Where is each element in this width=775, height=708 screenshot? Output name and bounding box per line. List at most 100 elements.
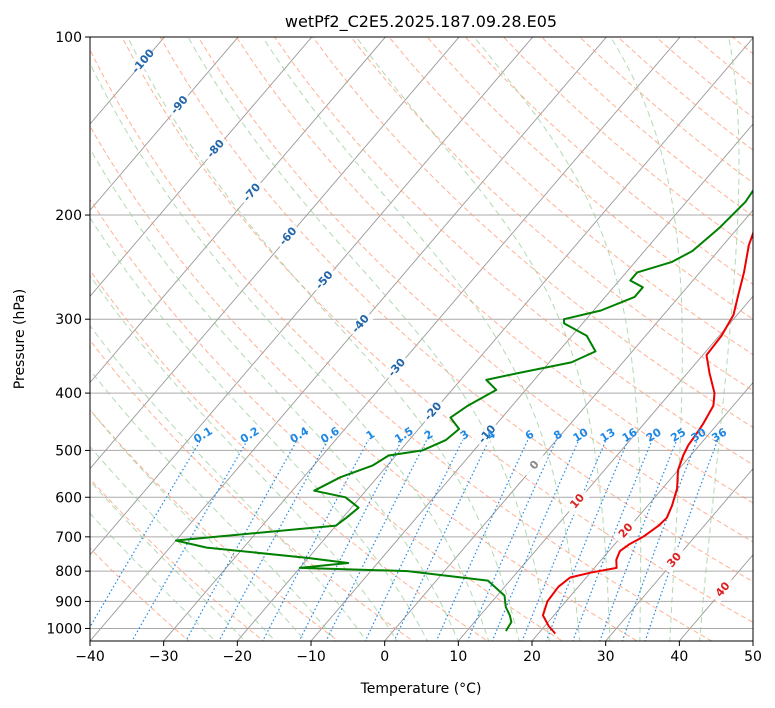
isotherm-line — [90, 37, 460, 470]
mixing-ratio-line — [325, 439, 428, 641]
moist-adiabat-line — [90, 324, 367, 641]
y-tick-label: 300 — [55, 312, 82, 328]
moist-adiabat-line — [610, 37, 683, 641]
dry-adiabat-line — [388, 37, 753, 356]
isotherm-line — [90, 37, 534, 556]
moist-adiabat-line — [355, 37, 611, 641]
moist-adiabat-line — [127, 37, 520, 641]
moist-adiabat-line — [90, 147, 459, 641]
dry-adiabat-line — [235, 37, 753, 504]
temperature-profile-line — [541, 230, 753, 635]
y-tick-label: 100 — [55, 30, 82, 46]
moist-adiabat-line — [90, 274, 398, 641]
x-tick-label: −30 — [149, 649, 179, 665]
isotherm-label-bg — [239, 179, 266, 207]
y-tick-label: 500 — [55, 443, 82, 459]
y-tick-label: 600 — [55, 490, 82, 506]
isotherm-label-bg — [347, 310, 374, 338]
isotherm-line — [90, 37, 387, 384]
x-tick-label: 0 — [380, 649, 389, 665]
mixing-ratio-line — [131, 439, 249, 641]
chart-title: wetPf2_C2E5.2025.187.09.28.E05 — [285, 12, 557, 32]
isotherm-line — [90, 37, 313, 298]
moist-adiabat-line — [473, 37, 642, 641]
isotherm-line — [236, 37, 753, 641]
x-tick-label: −10 — [296, 649, 326, 665]
isotherm-line — [531, 381, 753, 641]
isotherm-line — [90, 37, 239, 211]
isotherm-label-bg — [474, 420, 501, 449]
dry-adiabat-line — [90, 48, 713, 641]
mixing-ratio-line — [435, 439, 529, 641]
mixing-ratio-line — [621, 439, 698, 641]
isotherm-label-bg — [661, 546, 688, 575]
mixing-ratio-line — [644, 439, 719, 641]
isotherm-label-bg — [130, 47, 157, 76]
isotherm-label-bg — [202, 135, 230, 163]
isotherm-line — [605, 467, 753, 641]
dry-adiabat-line — [90, 269, 489, 641]
dry-adiabat-line — [90, 125, 638, 641]
x-tick-label: −20 — [223, 649, 253, 665]
isotherm-label-bg — [521, 451, 548, 480]
isotherm-label-bg — [166, 91, 193, 120]
moist-adiabat-line — [90, 409, 307, 641]
plot-area: -100-90-80-70-60-50-40-30-20-10010203040… — [90, 37, 753, 641]
dry-adiabat-line — [90, 547, 190, 641]
dewpoint-profile-line — [174, 188, 753, 632]
dry-adiabat-line — [90, 477, 265, 641]
y-tick-label: 1000 — [46, 621, 82, 637]
isotherm-label-bg — [564, 487, 591, 516]
dry-adiabat-line — [90, 339, 414, 641]
mixing-ratio-line — [218, 439, 329, 641]
y-tick-label: 900 — [55, 594, 82, 610]
isotherm-label-bg — [275, 222, 302, 251]
mixing-ratio-line — [185, 439, 298, 641]
isotherm-label-bg — [384, 354, 411, 382]
mixing-ratio-line — [90, 439, 202, 629]
x-axis-ticks: −40 −30 −20 −10 0 10 20 30 40 50 — [75, 641, 762, 665]
dry-adiabat-line — [273, 37, 753, 466]
mixing-ratio-line — [262, 439, 369, 641]
dry-adiabat-line — [464, 37, 753, 285]
y-tick-label: 800 — [55, 564, 82, 580]
isotherm-line — [90, 37, 166, 125]
isotherm-line — [310, 123, 753, 641]
x-tick-label: −40 — [75, 649, 105, 665]
isotherm-label-bg — [613, 517, 640, 545]
mixing-ratio-line — [466, 439, 557, 641]
y-tick-label: 400 — [55, 386, 82, 402]
dry-adiabat-line — [426, 37, 753, 320]
dry-adiabat-line — [197, 37, 753, 543]
isotherm-label-bg — [420, 397, 447, 426]
y-axis-ticks: 100 200 300 400 500 600 700 800 900 1000 — [46, 30, 90, 637]
y-tick-label: 700 — [55, 530, 82, 546]
moist-adiabat-line — [90, 216, 429, 641]
isotherm-line — [384, 209, 753, 641]
isotherm-label-bg — [311, 266, 338, 295]
mixing-ratio-line — [298, 439, 403, 641]
moist-adiabat-line — [262, 37, 581, 641]
isotherm-label-bg — [710, 575, 737, 604]
dry-adiabat-line — [90, 198, 564, 641]
plot-frame — [89, 36, 754, 642]
mixing-ratio-lines — [90, 439, 719, 641]
x-tick-label: 40 — [670, 649, 688, 665]
profile-series — [174, 188, 753, 635]
isobar-lines — [90, 37, 753, 629]
x-axis-label: Temperature (°C) — [360, 681, 482, 697]
moist-adiabat-line — [699, 37, 740, 641]
mixing-ratio-line — [521, 439, 607, 641]
x-tick-label: 30 — [597, 649, 615, 665]
y-tick-label: 200 — [55, 208, 82, 224]
isotherm-line — [163, 37, 681, 641]
y-axis-label: Pressure (hPa) — [12, 289, 28, 389]
x-tick-label: 10 — [449, 649, 467, 665]
mixing-ratio-line — [364, 439, 464, 641]
mixing-ratio-line — [491, 439, 580, 641]
moist-adiabat-line — [90, 369, 337, 641]
dry-adiabat-line — [90, 408, 340, 641]
moist-adiabat-line — [90, 62, 490, 641]
